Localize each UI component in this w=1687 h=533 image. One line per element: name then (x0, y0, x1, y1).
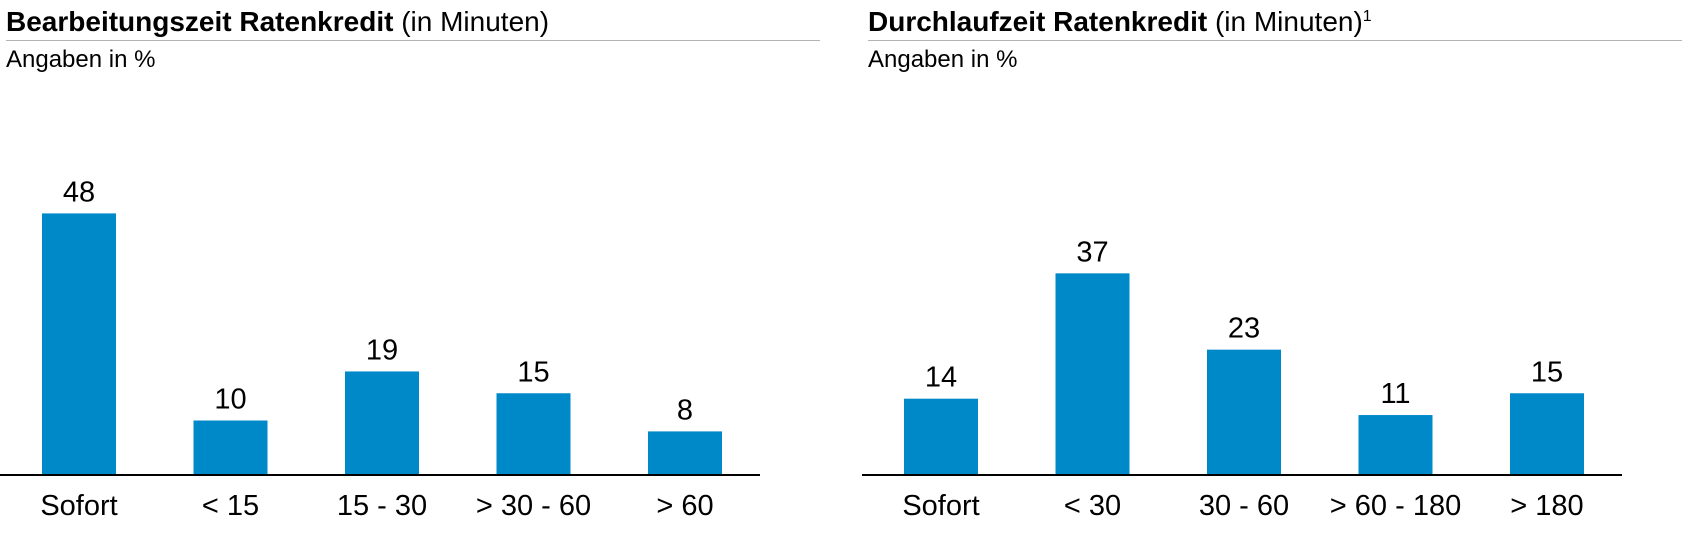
title-divider (868, 40, 1682, 41)
chart-panel-bearbeitungszeit: Bearbeitungszeit Ratenkredit (in Minuten… (0, 0, 820, 533)
data-label-0: 48 (63, 176, 95, 208)
bar-4 (1510, 393, 1584, 475)
bar-3 (1358, 415, 1433, 475)
chart-title-footnote: 1 (1362, 8, 1372, 25)
chart-title-main: Bearbeitungszeit Ratenkredit (6, 6, 394, 37)
category-label-1: < 30 (1064, 490, 1121, 522)
chart-title-main: Durchlaufzeit Ratenkredit (868, 6, 1208, 37)
bar-2 (1207, 349, 1281, 475)
category-label-2: 15 - 30 (337, 490, 427, 522)
chart-title-suffix: (in Minuten) (401, 6, 550, 37)
bar-chart-bearbeitungszeit: 48 Sofort 10 < 15 19 15 - 30 15 > 30 - 60 8 > 60 (0, 176, 760, 522)
data-label-0: 14 (925, 362, 957, 394)
data-label-3: 15 (517, 356, 549, 388)
category-label-2: 30 - 60 (1199, 490, 1289, 522)
bar-0 (42, 213, 116, 475)
data-label-1: 37 (1076, 236, 1108, 268)
category-label-0: Sofort (40, 490, 117, 522)
bar-0 (904, 398, 978, 475)
category-label-3: > 30 - 60 (476, 490, 591, 522)
category-label-4: > 60 (656, 490, 713, 522)
data-label-2: 19 (366, 334, 398, 366)
data-label-3: 11 (1380, 378, 1410, 410)
title-divider (6, 40, 820, 41)
category-label-3: > 60 - 180 (1330, 490, 1461, 522)
bar-1 (193, 420, 268, 475)
bar-3 (496, 393, 571, 475)
bar-1 (1055, 273, 1130, 475)
chart-subtitle: Angaben in % (6, 46, 156, 73)
data-label-4: 8 (677, 394, 693, 426)
data-label-2: 23 (1228, 313, 1260, 345)
bar-chart-durchlaufzeit: 14 Sofort 37 < 30 23 30 - 60 11 > 60 - 180 15 > 1… (862, 236, 1622, 522)
chart-title: Durchlaufzeit Ratenkredit (in Minuten)1 (868, 6, 1372, 38)
data-label-4: 15 (1531, 356, 1563, 388)
chart-panel-durchlaufzeit: Durchlaufzeit Ratenkredit (in Minuten)1 … (862, 0, 1682, 533)
bar-2 (345, 371, 419, 475)
category-label-4: > 180 (1510, 490, 1583, 522)
chart-subtitle: Angaben in % (868, 46, 1018, 73)
data-label-1: 10 (214, 384, 246, 416)
chart-title: Bearbeitungszeit Ratenkredit (in Minuten… (6, 6, 549, 38)
bar-4 (648, 431, 722, 475)
chart-title-suffix: (in Minuten) (1214, 6, 1363, 37)
category-label-0: Sofort (902, 490, 979, 522)
category-label-1: < 15 (202, 490, 259, 522)
